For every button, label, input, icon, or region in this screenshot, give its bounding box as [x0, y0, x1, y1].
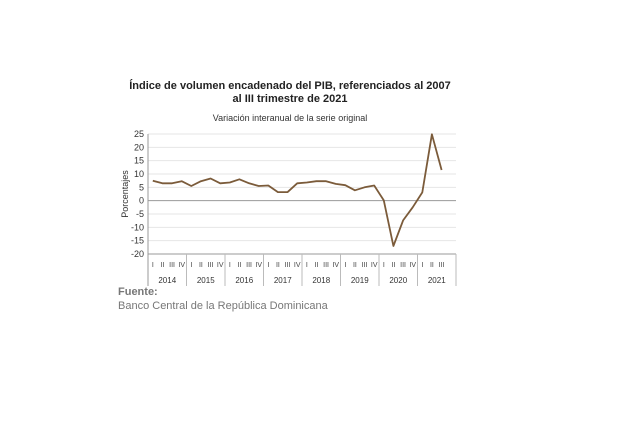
x-tick-label: IV	[217, 262, 224, 269]
x-tick-label: III	[439, 262, 445, 269]
chart-title-line-2: al III trimestre de 2021	[232, 93, 348, 105]
x-tick-label: II	[391, 262, 395, 269]
x-year-label: 2014	[158, 276, 176, 285]
x-tick-label: I	[421, 262, 423, 269]
x-tick-label: IV	[255, 262, 262, 269]
x-tick-label: III	[169, 262, 175, 269]
y-tick-label: -5	[136, 209, 144, 219]
x-tick-label: I	[383, 262, 385, 269]
x-year-label: 2019	[351, 276, 369, 285]
chart-title: Índice de volumen encadenado del PIB, re…	[120, 80, 460, 106]
x-tick-label: III	[208, 262, 214, 269]
x-tick-label: II	[237, 262, 241, 269]
x-tick-label: II	[199, 262, 203, 269]
x-tick-label: I	[344, 262, 346, 269]
x-tick-label: I	[152, 262, 154, 269]
x-tick-label: III	[400, 262, 406, 269]
series-line	[152, 133, 443, 247]
x-tick-label: II	[160, 262, 164, 269]
x-tick-label: IV	[371, 262, 378, 269]
x-year-label: 2021	[428, 276, 446, 285]
chart-title-line-1: Índice de volumen encadenado del PIB, re…	[129, 80, 451, 92]
x-tick-label: III	[362, 262, 368, 269]
x-tick-label: I	[267, 262, 269, 269]
y-tick-label: 15	[134, 156, 144, 166]
x-year-label: 2015	[197, 276, 215, 285]
x-tick-label: IV	[178, 262, 185, 269]
x-year-label: 2018	[312, 276, 330, 285]
x-year-label: 2020	[389, 276, 407, 285]
x-tick-label: II	[430, 262, 434, 269]
x-tick-label: II	[276, 262, 280, 269]
x-tick-label: I	[306, 262, 308, 269]
y-tick-label: -15	[131, 236, 144, 246]
y-tick-label: -10	[131, 222, 144, 232]
x-tick-label: IV	[294, 262, 301, 269]
x-tick-label: IV	[409, 262, 416, 269]
y-tick-label: -20	[131, 249, 144, 259]
x-tick-label: I	[229, 262, 231, 269]
x-tick-label: III	[285, 262, 291, 269]
y-tick-label: 10	[134, 169, 144, 179]
x-year-label: 2016	[235, 276, 253, 285]
y-tick-label: 25	[134, 129, 144, 139]
y-tick-label: 20	[134, 142, 144, 152]
chart-subtitle: Variación interanual de la serie origina…	[212, 113, 368, 123]
source-text: Banco Central de la República Dominicana	[118, 300, 328, 312]
source-label: Fuente:	[118, 286, 158, 298]
x-tick-label: III	[323, 262, 329, 269]
x-year-label: 2017	[274, 276, 292, 285]
y-axis-label: Porcentajes	[120, 170, 130, 218]
y-tick-label: 5	[139, 182, 144, 192]
x-tick-label: II	[314, 262, 318, 269]
x-tick-label: III	[246, 262, 252, 269]
y-tick-label: 0	[139, 196, 144, 206]
x-tick-label: I	[190, 262, 192, 269]
x-tick-label: IV	[332, 262, 339, 269]
x-tick-label: II	[353, 262, 357, 269]
